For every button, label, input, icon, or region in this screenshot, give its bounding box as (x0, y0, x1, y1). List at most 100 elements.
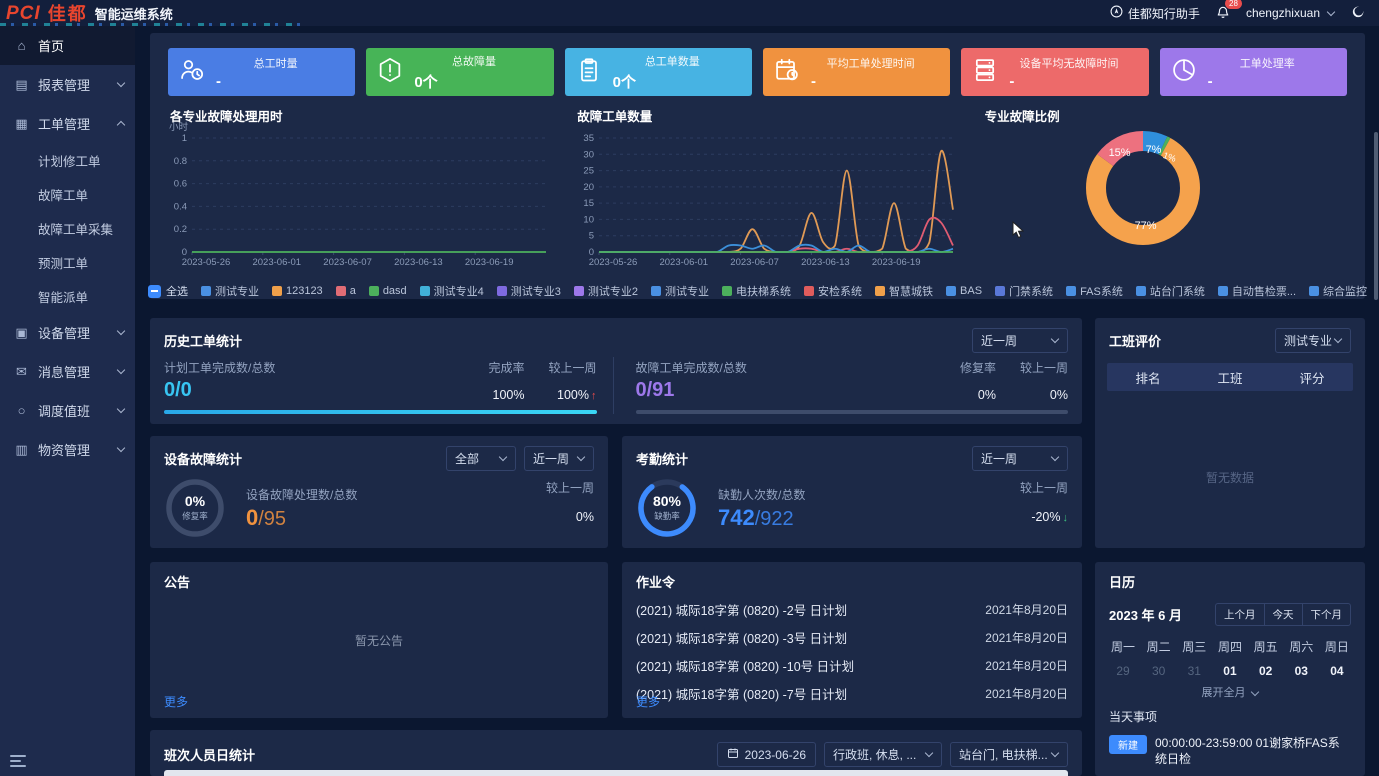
sidebar-item-设备管理[interactable]: ▣ 设备管理 (0, 313, 135, 352)
selected-date: 2023-06-26 (744, 747, 806, 762)
work-order-row[interactable]: (2021) 城际18字第 (0820) -10号 日计划 2021年8月20日 (636, 651, 1068, 679)
team-table-header: 排名 工班 评分 (1107, 363, 1353, 391)
stat-card-总工单数量: 总工单数量 0个 (564, 48, 752, 96)
legend-item-FAS系统[interactable]: FAS系统 (1066, 283, 1123, 299)
calendar-event-item: 新建 00:00:00-23:59:00 01谢家桥FAS系统日检 (1095, 725, 1365, 767)
device-scope-select[interactable]: 全部 (446, 446, 516, 471)
legend-item-智慧城铁[interactable]: 智慧城铁 (875, 283, 933, 299)
legend-item-测试专业4[interactable]: 测试专业4 (419, 283, 484, 299)
calendar-expand-toggle[interactable]: 展开全月 (1095, 684, 1365, 700)
attendance-period-select[interactable]: 近一周 (972, 446, 1068, 471)
legend-swatch (722, 286, 733, 296)
schedule-icon: ○ (17, 403, 26, 418)
calendar-day-03[interactable]: 03 (1294, 664, 1308, 678)
legend-item-自动售检票...[interactable]: 自动售检票... (1217, 283, 1296, 299)
panel-title: 日历 (1109, 575, 1136, 590)
sidebar-item-调度值班[interactable]: ○ 调度值班 (0, 391, 135, 430)
work-order-row[interactable]: (2021) 城际18字第 (0820) -2号 日计划 2021年8月20日 (636, 595, 1068, 623)
home-icon: ⌂ (17, 38, 26, 53)
sidebar-item-首页[interactable]: ⌂ 首页 (0, 26, 135, 65)
assistant-button[interactable]: 佳都知行助手 (1110, 5, 1200, 22)
sidebar-item-物资管理[interactable]: ▥ 物资管理 (0, 430, 135, 469)
chart-title: 故障工单数量 (577, 110, 653, 124)
overview-panel: 总工时量 - 总故障量 0个 总工单数量 0个 平均工单处理时间 - 设备平均无故障时间 - 工单处… (147, 33, 1367, 299)
legend-item-a[interactable]: a (335, 285, 356, 297)
sidebar-subitem-预测工单[interactable]: 预测工单 (38, 256, 89, 271)
svg-text:35: 35 (584, 133, 595, 144)
system-type-select[interactable]: 站台门, 电扶梯... (950, 742, 1068, 767)
svg-text:2023-06-19: 2023-06-19 (872, 257, 921, 268)
dark-mode-toggle[interactable] (1351, 5, 1365, 22)
legend-item-测试专业[interactable]: 测试专业 (651, 283, 709, 299)
device-period-select[interactable]: 近一周 (524, 446, 594, 471)
chevron-down-icon (116, 365, 126, 375)
calendar-today-button[interactable]: 今天 (1263, 604, 1302, 625)
calendar-day-02[interactable]: 02 (1258, 664, 1273, 678)
message-icon: ✉ (16, 363, 27, 379)
shift-date-picker[interactable]: 2023-06-26 (716, 742, 816, 767)
work-order-row[interactable]: (2021) 城际18字第 (0820) -7号 日计划 2021年8月20日 (636, 679, 1068, 707)
notice-panel: 公告 暂无公告 更多 (150, 562, 608, 718)
gauge-label: 缺勤率 (654, 511, 680, 521)
legend-item-BAS[interactable]: BAS (946, 285, 982, 297)
rate-label: 修复率 (959, 361, 996, 375)
legend-item-测试专业2[interactable]: 测试专业2 (573, 283, 638, 299)
calendar-day-29[interactable]: 29 (1116, 664, 1130, 678)
chevron-down-icon (1333, 334, 1343, 344)
chevron-down-icon (116, 78, 126, 88)
chevron-down-icon (1050, 452, 1060, 462)
legend-item-综合监控[interactable]: 综合监控 (1309, 283, 1367, 299)
wow-label: 较上一周 (1019, 481, 1068, 495)
sidebar-subitem-故障工单[interactable]: 故障工单 (38, 188, 89, 203)
svg-text:0: 0 (182, 247, 187, 258)
sidebar-subitem-计划修工单[interactable]: 计划修工单 (38, 154, 101, 169)
legend-item-门禁系统[interactable]: 门禁系统 (995, 283, 1053, 299)
history-period-select[interactable]: 近一周 (972, 328, 1068, 353)
selected-value: 全部 (455, 452, 480, 466)
calendar-days-row: 29 30 31 01 02 03 04 (1095, 664, 1365, 678)
calendar-day-30[interactable]: 30 (1151, 664, 1166, 678)
svg-text:0: 0 (589, 247, 594, 258)
legend-item-123123[interactable]: 123123 (271, 285, 323, 297)
legend-item-安检系统[interactable]: 安检系统 (804, 283, 862, 299)
sidebar-subitem-智能派单[interactable]: 智能派单 (38, 290, 89, 305)
sidebar-subitem-故障工单采集[interactable]: 故障工单采集 (38, 222, 114, 237)
legend-item-测试专业[interactable]: 测试专业 (200, 283, 259, 299)
work-order-more-link[interactable]: 更多 (636, 695, 661, 709)
chevron-down-icon (1326, 7, 1336, 16)
work-order-row[interactable]: (2021) 城际18字第 (0820) -3号 日计划 2021年8月20日 (636, 623, 1068, 651)
legend-select-all[interactable]: 全选 (147, 283, 188, 299)
page-scrollbar-thumb[interactable] (1374, 132, 1378, 300)
sidebar-item-工单管理[interactable]: ▦ 工单管理 (0, 104, 135, 143)
stat-card-value: - (810, 72, 816, 90)
team-filter-select[interactable]: 测试专业 (1274, 328, 1351, 353)
calendar-day-31[interactable]: 31 (1187, 664, 1201, 678)
legend-item-dasd[interactable]: dasd (368, 285, 407, 297)
legend-swatch (651, 286, 662, 296)
sidebar-item-报表管理[interactable]: ▤ 报表管理 (0, 65, 135, 104)
calendar-day-01[interactable]: 01 (1223, 664, 1237, 678)
notice-more-link[interactable]: 更多 (164, 695, 189, 709)
sidebar-item-消息管理[interactable]: ✉ 消息管理 (0, 352, 135, 391)
legend-item-测试专业3[interactable]: 测试专业3 (496, 283, 561, 299)
calendar-day-04[interactable]: 04 (1330, 664, 1344, 678)
wow-value: 100% (557, 388, 589, 402)
donut-slice-label: 7% (1145, 144, 1162, 156)
legend-swatch (1217, 286, 1228, 296)
legend-item-站台门系统[interactable]: 站台门系统 (1135, 283, 1205, 299)
chevron-down-icon (576, 452, 586, 462)
stat-card-label: 总工单数量 (644, 55, 700, 68)
sidebar-collapse-button[interactable] (10, 752, 26, 770)
shift-type-select[interactable]: 行政班, 休息, ... (824, 742, 942, 767)
calendar-next-month-button[interactable]: 下个月 (1301, 604, 1351, 625)
workorder-icon: ▦ (15, 115, 28, 131)
calendar-prev-month-button[interactable]: 上个月 (1224, 609, 1256, 621)
user-menu[interactable]: chengzhixuan (1246, 6, 1336, 20)
notifications-button[interactable]: 28 (1216, 0, 1242, 22)
sidebar-item-label: 工单管理 (38, 117, 91, 132)
calendar-panel: 日历 2023 年 6 月 上个月 今天 下个月 周一 周二 周三 周四 周五 周六 周日 … (1095, 562, 1365, 776)
legend-item-电扶梯系统[interactable]: 电扶梯系统 (722, 283, 791, 299)
wow-label: 较上一周 (545, 481, 594, 495)
sidebar-item-label: 调度值班 (38, 404, 91, 419)
select-all-checkbox[interactable] (147, 284, 161, 298)
